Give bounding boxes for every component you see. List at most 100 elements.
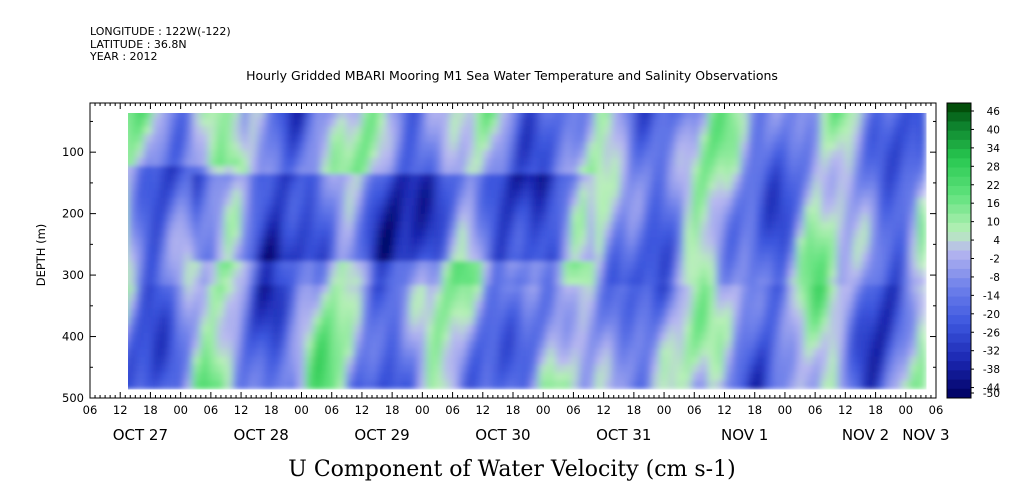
heatmap-cell [852, 245, 862, 255]
heatmap-cell [555, 103, 564, 112]
heatmap-cell [885, 197, 895, 207]
heatmap-cell [812, 213, 822, 223]
heatmap-cell [715, 316, 725, 326]
heatmap-cell [877, 181, 887, 191]
colorbar-segment [947, 195, 971, 205]
heatmap-cell [385, 356, 395, 366]
heatmap-cell [184, 126, 194, 136]
heatmap-cell [361, 237, 371, 247]
heatmap-cell [482, 221, 492, 231]
heatmap-cell [313, 380, 323, 390]
heatmap-cell [844, 229, 854, 239]
heatmap-cell [450, 364, 460, 374]
x-tick-label: 18 [385, 403, 400, 417]
heatmap-cell [313, 126, 323, 136]
heatmap-cell [804, 308, 814, 318]
heatmap-cell [828, 150, 838, 160]
heatmap-cell [458, 158, 468, 168]
heatmap-cell [852, 189, 862, 199]
heatmap-cell [715, 380, 725, 390]
heatmap-cell [128, 173, 137, 183]
heatmap-cell [280, 189, 290, 199]
heatmap-cell [893, 197, 903, 207]
heatmap-cell [393, 126, 403, 136]
heatmap-cell [128, 356, 129, 366]
x-tick-label: 06 [566, 403, 581, 417]
heatmap-cell [208, 166, 218, 175]
heatmap-cell [740, 150, 750, 160]
heatmap-cell [715, 245, 725, 255]
heatmap-cell [740, 245, 750, 255]
heatmap-cell [361, 150, 371, 160]
heatmap-cell [264, 308, 274, 318]
heatmap-cell [240, 372, 250, 382]
heatmap-cell [619, 372, 629, 382]
heatmap-cell [474, 332, 484, 342]
heatmap-cell [184, 181, 194, 191]
heatmap-cell [667, 158, 677, 168]
heatmap-cell [603, 237, 613, 247]
heatmap-cell [780, 197, 790, 207]
heatmap-cell [506, 245, 516, 255]
heatmap-cell [417, 189, 427, 199]
heatmap-cell [160, 134, 170, 144]
heatmap-cell [168, 173, 178, 183]
heatmap-cell [345, 253, 355, 263]
heatmap-cell [184, 189, 194, 199]
heatmap-cell [828, 285, 838, 295]
heatmap-cell [466, 300, 476, 310]
latitude-label: LATITUDE : 36.8N [90, 38, 187, 51]
heatmap-cell [643, 293, 653, 302]
heatmap-cell [305, 269, 315, 279]
heatmap-cell [135, 113, 145, 120]
heatmap-cell [877, 197, 887, 207]
heatmap-cell [756, 316, 766, 326]
heatmap-cell [595, 113, 605, 120]
heatmap-cell [184, 380, 194, 390]
heatmap-cell [385, 293, 395, 302]
heatmap-cell [820, 269, 830, 279]
heatmap-cell [877, 150, 887, 160]
heatmap-cell [869, 173, 879, 183]
heatmap-cell [578, 356, 589, 366]
heatmap-cell [578, 300, 589, 310]
heatmap-cell [160, 150, 170, 160]
heatmap-cell [643, 269, 653, 279]
heatmap-cell [554, 134, 564, 144]
heatmap-cell [385, 118, 395, 128]
heatmap-cell [425, 277, 435, 287]
heatmap-cell [699, 300, 709, 310]
heatmap-cell [619, 142, 629, 152]
heatmap-cell [844, 277, 854, 287]
heatmap-cell [699, 332, 709, 342]
heatmap-cell [522, 113, 532, 120]
colorbar-label: 40 [987, 124, 1000, 136]
heatmap-cell [498, 285, 508, 295]
heatmap-cell [490, 158, 500, 168]
heatmap-cell [675, 221, 685, 231]
heatmap-cell [603, 197, 613, 207]
heatmap-cell [474, 364, 484, 374]
heatmap-cell [909, 126, 919, 136]
heatmap-cell [893, 285, 903, 295]
heatmap-cell [337, 189, 347, 199]
heatmap-cell [377, 245, 387, 255]
heatmap-cell [176, 364, 186, 374]
heatmap-cell [385, 126, 395, 136]
colorbar-segment [947, 388, 971, 399]
heatmap-cell [659, 300, 669, 310]
heatmap-cell [458, 245, 468, 255]
heatmap-cell [796, 372, 806, 382]
heatmap-cell [554, 229, 564, 239]
heatmap-cell [554, 237, 564, 247]
heatmap-cell [538, 118, 548, 128]
heatmap-cell [877, 245, 887, 255]
heatmap-cell [256, 221, 266, 231]
heatmap-cell [820, 293, 830, 302]
heatmap-cell [836, 189, 846, 199]
heatmap-cell [869, 126, 879, 136]
heatmap-cell [885, 213, 895, 223]
heatmap-cell [740, 142, 750, 152]
heatmap-cell [748, 118, 758, 128]
